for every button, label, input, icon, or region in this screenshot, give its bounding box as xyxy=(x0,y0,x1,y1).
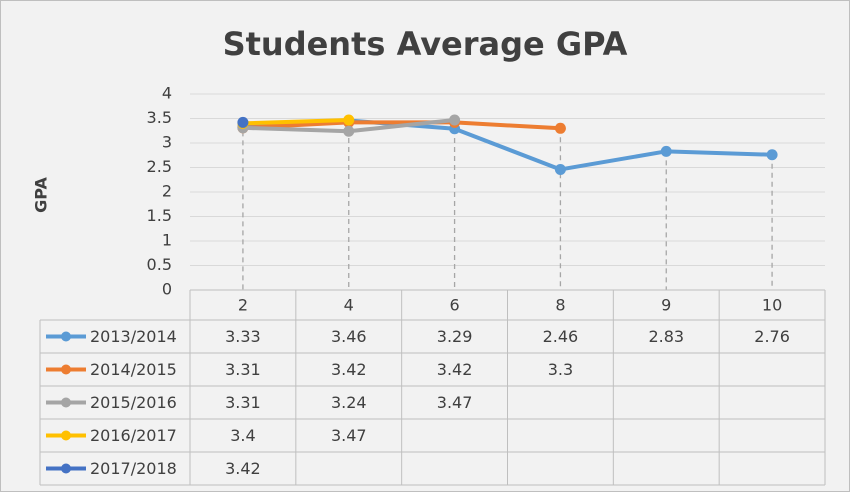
table-value: 3.42 xyxy=(225,459,261,478)
legend-label: 2014/2015 xyxy=(90,360,177,379)
table-value: 3.3 xyxy=(548,360,573,379)
point xyxy=(237,116,249,128)
y-axis-label: GPA xyxy=(32,177,51,213)
table-value: 3.31 xyxy=(225,360,261,379)
y-tick-label: 3.5 xyxy=(147,108,172,127)
x-tick-label: 9 xyxy=(661,296,671,315)
x-tick-label: 8 xyxy=(555,296,565,315)
table-value: 2.83 xyxy=(648,327,684,346)
point xyxy=(660,145,672,157)
table-value: 3.46 xyxy=(331,327,367,346)
legend-marker xyxy=(61,397,71,408)
y-tick-label: 1 xyxy=(162,231,172,250)
table-value: 3.24 xyxy=(331,393,367,412)
point xyxy=(449,114,461,126)
table-value: 3.47 xyxy=(437,393,473,412)
point xyxy=(343,114,355,126)
y-tick-label: 2.5 xyxy=(147,157,172,176)
point xyxy=(343,125,355,137)
legend-marker xyxy=(61,430,71,441)
point xyxy=(766,149,778,161)
y-tick-label: 0.5 xyxy=(147,255,172,274)
x-tick-label: 4 xyxy=(344,296,354,315)
y-tick-label: 0 xyxy=(162,280,172,299)
legend-label: 2013/2014 xyxy=(90,327,177,346)
table-value: 3.29 xyxy=(437,327,473,346)
point xyxy=(554,122,566,134)
x-tick-label: 2 xyxy=(238,296,248,315)
table-value: 2.76 xyxy=(754,327,790,346)
legend-label: 2017/2018 xyxy=(90,459,177,478)
table-value: 3.42 xyxy=(331,360,367,379)
x-tick-label: 6 xyxy=(449,296,459,315)
table-value: 3.42 xyxy=(437,360,473,379)
table-value: 3.47 xyxy=(331,426,367,445)
x-tick-label: 10 xyxy=(762,296,782,315)
table-value: 3.33 xyxy=(225,327,261,346)
table-value: 2.46 xyxy=(543,327,579,346)
table-value: 3.31 xyxy=(225,393,261,412)
legend-marker xyxy=(61,364,71,375)
series-line xyxy=(242,117,349,126)
y-tick-label: 4 xyxy=(162,84,172,103)
legend-marker xyxy=(61,463,71,474)
legend-label: 2016/2017 xyxy=(90,426,177,445)
legend-marker xyxy=(61,331,71,342)
chart-title: Students Average GPA xyxy=(223,25,628,63)
legend-label: 2015/2016 xyxy=(90,393,177,412)
y-tick-label: 1.5 xyxy=(147,206,172,225)
y-tick-label: 3 xyxy=(162,133,172,152)
series-line xyxy=(242,120,561,131)
point xyxy=(554,163,566,175)
y-tick-label: 2 xyxy=(162,182,172,201)
table-value: 3.4 xyxy=(230,426,255,445)
